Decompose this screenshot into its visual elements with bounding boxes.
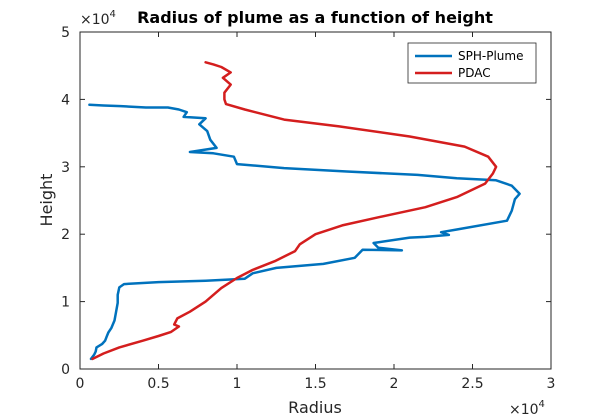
x-tick-label: 1 [233, 376, 242, 392]
series-layer [88, 61, 521, 361]
y-tick-label: 5 [61, 25, 70, 41]
tick-layer: 0 0.5 1 1.5 2 2.5 3 0 1 2 3 4 5 [61, 25, 555, 392]
y-tick-label: 3 [61, 160, 70, 176]
legend-label-sph-plume: SPH-Plume [458, 49, 523, 63]
x-exponent-power: 4 [539, 399, 545, 410]
y-tick-label: 0 [61, 362, 70, 378]
plot-background [80, 32, 551, 369]
x-axis-label: Radius [288, 398, 342, 417]
legend: SPH-Plume PDAC [407, 42, 537, 84]
y-exponent-label: ×104 [80, 9, 116, 28]
x-tick-label: 1.5 [304, 376, 326, 392]
x-tick-label: 0 [76, 376, 85, 392]
y-exponent-base: ×10 [80, 12, 110, 28]
x-tick-label: 2 [390, 376, 399, 392]
y-axis-label: Height [37, 174, 56, 227]
series-line-pdac [91, 61, 498, 361]
x-tick-label: 2.5 [461, 376, 483, 392]
legend-label-pdac: PDAC [458, 66, 491, 80]
y-tick-label: 2 [61, 227, 70, 243]
y-tick-label: 4 [61, 92, 70, 108]
x-exponent-label: ×104 [509, 399, 545, 418]
chart-title: Radius of plume as a function of height [137, 8, 493, 27]
legend-box [407, 42, 537, 84]
series-line-sph-plume [88, 103, 521, 361]
x-tick-label: 0.5 [147, 376, 169, 392]
x-tick-label: 3 [547, 376, 556, 392]
y-tick-label: 1 [61, 295, 70, 311]
x-exponent-base: ×10 [509, 402, 539, 418]
y-exponent-power: 4 [110, 9, 116, 20]
